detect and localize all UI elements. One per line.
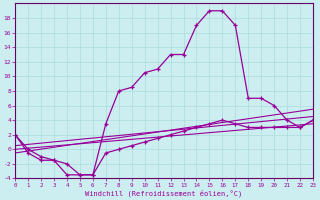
X-axis label: Windchill (Refroidissement éolien,°C): Windchill (Refroidissement éolien,°C) — [85, 189, 243, 197]
